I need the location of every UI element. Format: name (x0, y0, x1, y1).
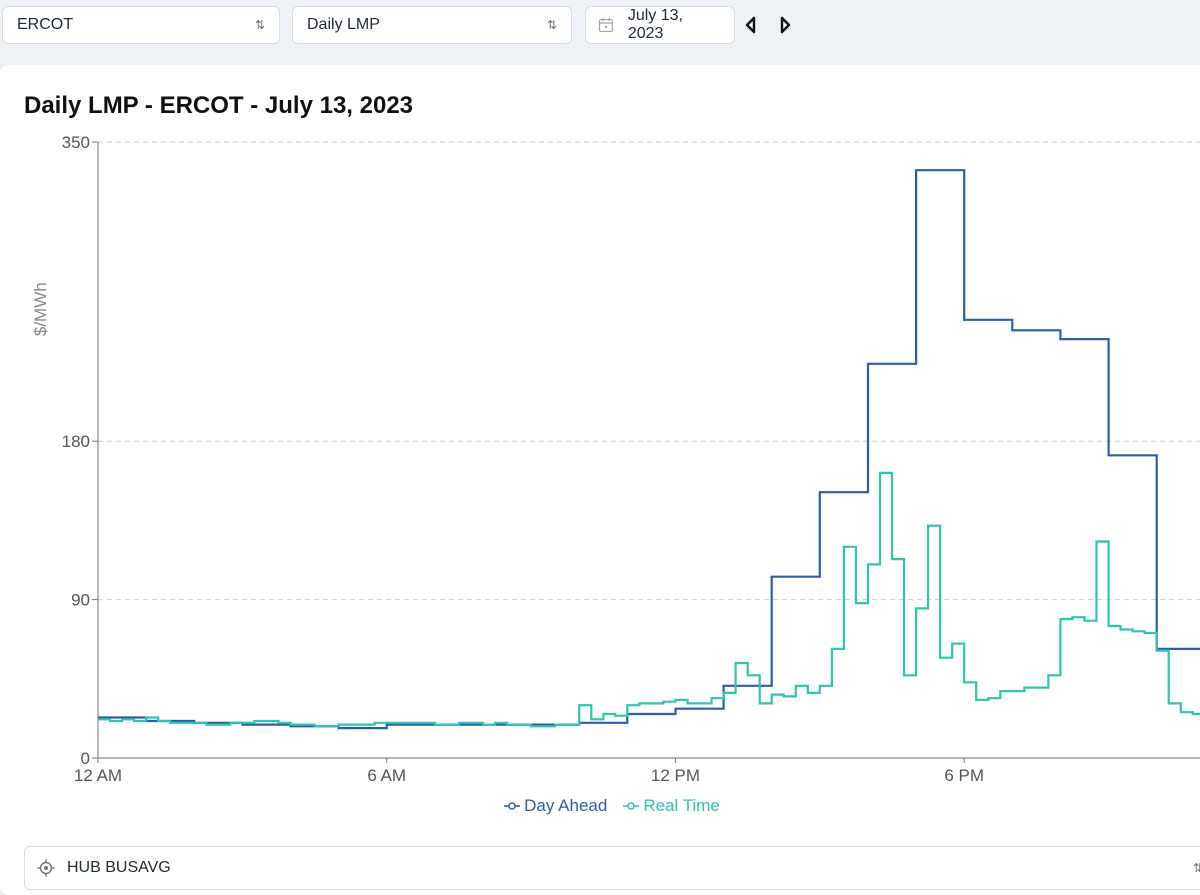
calendar-icon (598, 18, 613, 33)
x-tick-label: 12 PM (651, 766, 700, 785)
series-line-real-time (98, 471, 1200, 728)
y-tick-label: 0 (81, 749, 90, 768)
chevron-up-down-icon: ⇅ (254, 18, 265, 32)
previous-day-icon[interactable] (745, 16, 757, 34)
chevron-up-down-icon: ⇅ (1192, 861, 1200, 875)
y-axis-label: $/MWh (31, 282, 50, 336)
line-marker-icon (623, 802, 640, 810)
legend-label-real-time: Real Time (643, 796, 720, 815)
iso-select[interactable]: ERCOT ⇅ (2, 6, 280, 44)
legend-label-day-ahead: Day Ahead (524, 796, 608, 815)
chart-card (0, 65, 1200, 895)
location-target-icon (37, 859, 55, 877)
chart-title: Daily LMP - ERCOT - July 13, 2023 (24, 92, 414, 119)
hub-select[interactable]: HUB BUSAVG ⇅ (24, 846, 1200, 890)
chevron-up-down-icon: ⇅ (546, 18, 557, 32)
date-picker[interactable]: July 13, 2023 (585, 6, 735, 44)
next-day-icon[interactable] (779, 16, 791, 34)
x-tick-label: 12 AM (74, 766, 122, 785)
x-tick-label: 6 AM (367, 766, 406, 785)
hub-select-value: HUB BUSAVG (67, 859, 171, 876)
legend-item-day-ahead[interactable]: Day Ahead (504, 796, 607, 816)
x-tick-label: 6 PM (944, 766, 984, 785)
y-tick-label: 90 (71, 591, 90, 610)
chart-legend: Day Ahead Real Time (0, 796, 1200, 816)
metric-select-value: Daily LMP (307, 16, 380, 33)
series-line-day-ahead (98, 169, 1200, 730)
toolbar: ERCOT ⇅ Daily LMP ⇅ July 13, 2023 (0, 0, 1200, 52)
iso-select-value: ERCOT (17, 16, 73, 33)
line-marker-icon (504, 802, 521, 810)
metric-select[interactable]: Daily LMP ⇅ (292, 6, 572, 44)
legend-item-real-time[interactable]: Real Time (623, 796, 720, 816)
y-tick-label: 350 (62, 133, 90, 152)
date-value: July 13, 2023 (627, 7, 683, 42)
y-tick-label: 180 (62, 432, 90, 451)
